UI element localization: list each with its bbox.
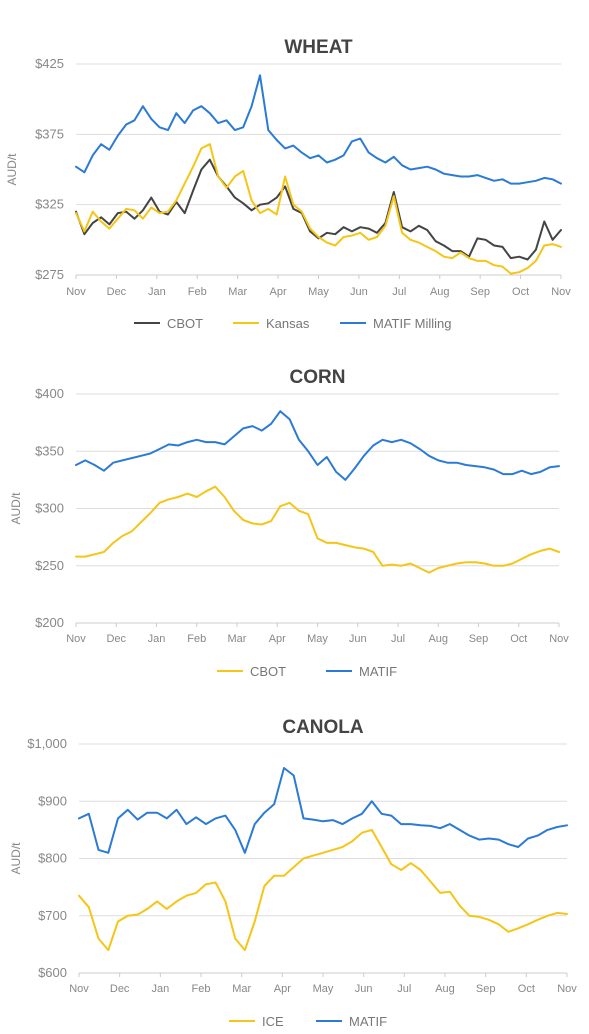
x-tick-label: Dec (107, 286, 127, 298)
x-tick-label: Dec (106, 633, 126, 645)
chart-corn: CORN $200 $250 $300 $350 $400 AUD/t Nov Dec Jan Fe… (9, 367, 569, 679)
x-tick-label: Aug (435, 983, 455, 995)
x-tick-label: Nov (69, 983, 89, 995)
y-axis-label: AUD/t (5, 153, 19, 186)
series-line-cbot (75, 158, 562, 261)
y-tick-label: $900 (38, 793, 67, 808)
x-tick-label: Jan (148, 633, 166, 645)
x-tick-label: Jun (350, 286, 368, 298)
x-tick-label: Feb (187, 633, 206, 645)
y-tick-label: $400 (35, 386, 64, 401)
x-tick-label: Apr (270, 286, 287, 298)
x-tick-label: May (308, 286, 329, 298)
chart-title: WHEAT (284, 37, 353, 58)
legend-label: MATIF (349, 1014, 387, 1029)
y-tick-label: $700 (38, 908, 67, 923)
chart-wheat: WHEAT $275 $325 $375 $425 AUD/t Nov Dec Jan Feb Ma… (5, 37, 571, 331)
y-tick-label: $300 (35, 501, 64, 516)
x-tick-label: Sep (476, 983, 496, 995)
y-tick-label: $250 (35, 558, 64, 573)
chart-canola: CANOLA $600 $700 $800 $900 $1,000 AUD/t Nov Dec J… (9, 717, 577, 1029)
x-tick-label: May (307, 633, 328, 645)
x-tick-label: Apr (274, 983, 291, 995)
y-tick-label: $325 (35, 197, 64, 212)
x-tick-label: Sep (470, 286, 490, 298)
y-tick-label: $600 (38, 965, 67, 980)
x-tick-label: Aug (428, 633, 448, 645)
x-tick-label: Feb (188, 286, 207, 298)
x-tick-label: Nov (66, 633, 86, 645)
y-axis-label: AUD/t (9, 492, 23, 525)
y-tick-label: $425 (35, 56, 64, 71)
series-line-matif (75, 410, 560, 481)
x-tick-label: Apr (269, 633, 286, 645)
series-line-kansas (75, 143, 562, 275)
series-line-matif-milling (75, 74, 562, 185)
x-tick-label: Nov (551, 286, 571, 298)
x-tick-label: Jun (355, 983, 373, 995)
series-line-ice (78, 828, 568, 952)
legend-label: ICE (262, 1014, 284, 1029)
x-tick-label: Jul (392, 286, 406, 298)
y-tick-label: $200 (35, 615, 64, 630)
x-tick-label: Jan (151, 983, 169, 995)
legend: ICE MATIF (229, 1014, 387, 1029)
x-tick-label: Nov (557, 983, 577, 995)
legend: CBOT Kansas MATIF Milling (134, 316, 451, 331)
legend-label: MATIF (359, 664, 397, 679)
chart-title: CANOLA (282, 717, 364, 738)
legend-label: Kansas (266, 316, 310, 331)
y-axis-label: AUD/t (9, 842, 23, 875)
y-tick-label: $275 (35, 267, 64, 282)
y-tick-label: $800 (38, 851, 67, 866)
x-tick-label: Jul (397, 983, 411, 995)
x-tick-label: Oct (518, 983, 535, 995)
x-tick-label: Sep (469, 633, 489, 645)
x-tick-label: Mar (228, 633, 247, 645)
legend-label: CBOT (250, 664, 286, 679)
series-line-cbot (75, 485, 560, 574)
x-tick-label: Nov (549, 633, 569, 645)
x-tick-label: Oct (510, 633, 527, 645)
y-tick-label: $350 (35, 443, 64, 458)
y-tick-label: $375 (35, 126, 64, 141)
x-tick-label: Jun (349, 633, 367, 645)
series-line-matif (78, 767, 568, 854)
legend: CBOT MATIF (217, 664, 397, 679)
x-tick-label: Dec (110, 983, 130, 995)
x-tick-label: May (313, 983, 334, 995)
x-tick-label: Nov (66, 286, 86, 298)
x-tick-label: Aug (430, 286, 450, 298)
x-tick-label: Jul (391, 633, 405, 645)
legend-label: MATIF Milling (373, 316, 451, 331)
y-tick-label: $1,000 (27, 736, 67, 751)
x-tick-label: Oct (512, 286, 529, 298)
legend-label: CBOT (167, 316, 203, 331)
chart-title: CORN (290, 367, 346, 388)
x-tick-label: Mar (228, 286, 247, 298)
x-tick-label: Mar (232, 983, 251, 995)
x-tick-label: Feb (192, 983, 211, 995)
x-tick-label: Jan (148, 286, 166, 298)
